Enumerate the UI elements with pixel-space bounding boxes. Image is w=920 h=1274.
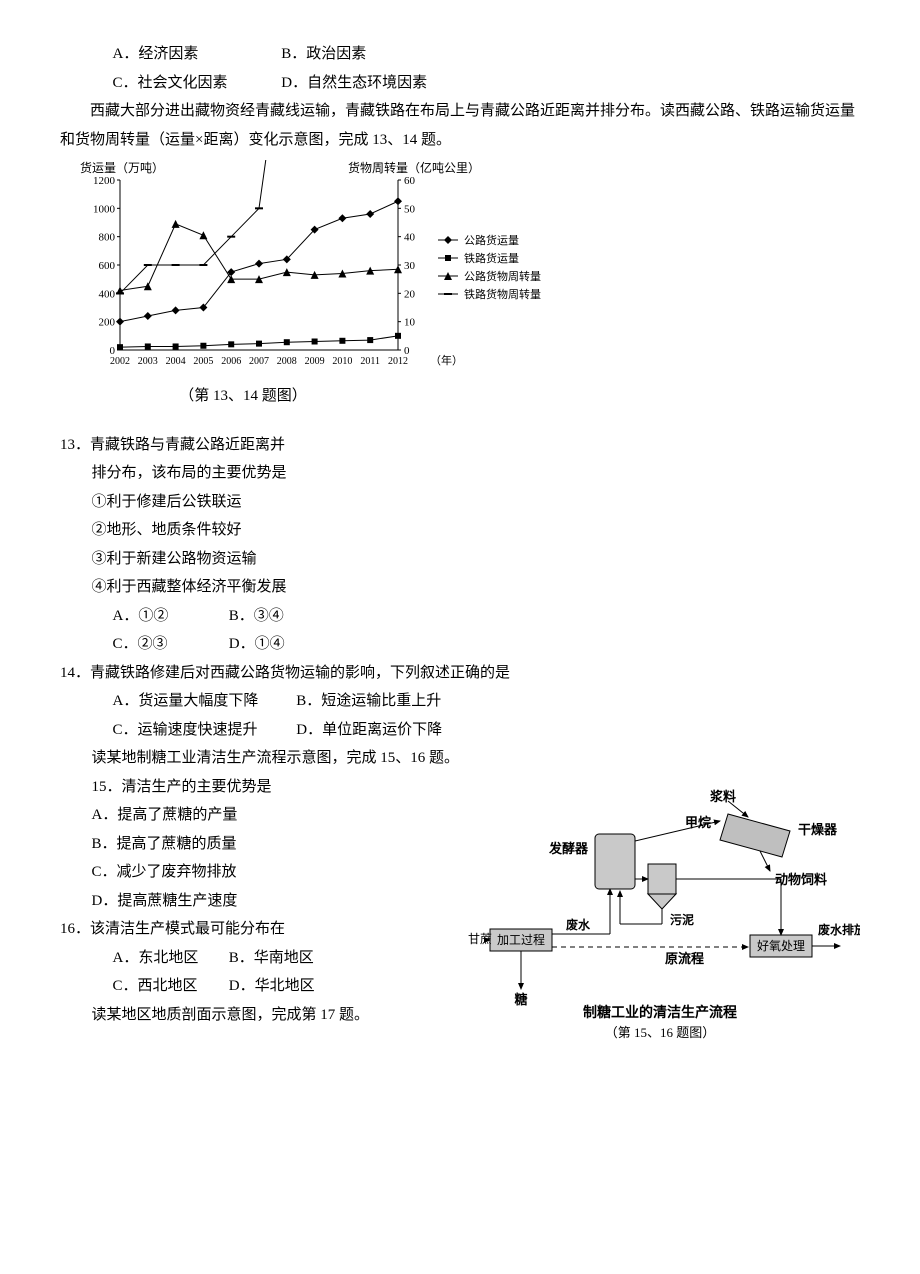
svg-text:公路货运量: 公路货运量 [464, 233, 519, 247]
opt-b: B．政治因素 [281, 40, 446, 69]
q16-b: B．华南地区 [229, 944, 342, 973]
q13-i3: ③利于新建公路物资运输 [60, 545, 860, 574]
q13-a: A．①② [113, 602, 226, 631]
svg-text:40: 40 [404, 232, 416, 244]
svg-text:2004: 2004 [166, 356, 186, 367]
flow-intro: 读某地制糖工业清洁生产流程示意图，完成 15、16 题。 [60, 744, 860, 773]
svg-text:50: 50 [404, 203, 416, 215]
svg-text:甲烷: 甲烷 [685, 815, 711, 830]
svg-text:200: 200 [99, 317, 116, 329]
svg-text:2012: 2012 [388, 356, 408, 367]
svg-text:2010: 2010 [332, 356, 352, 367]
svg-text:1200: 1200 [93, 175, 116, 187]
svg-text:600: 600 [99, 260, 116, 272]
q14-c: C．运输速度快速提升 [113, 716, 293, 745]
q13-line2: 排分布，该布局的主要优势是 [60, 459, 860, 488]
svg-text:60: 60 [404, 175, 416, 187]
svg-text:铁路货物周转量: 铁路货物周转量 [464, 287, 541, 301]
q16-d: D．华北地区 [229, 972, 342, 1001]
flowchart: 加工过程甘蔗糖 废水 发酵器污泥 浆料甲烷 干燥器动物饲料原流程 好氧处理废水排放制糖工业… [460, 779, 860, 1049]
svg-text:废水排放: 废水排放 [818, 922, 860, 937]
svg-text:2006: 2006 [221, 356, 241, 367]
q16-a: A．东北地区 [113, 944, 226, 973]
chart-caption: （第 13、14 题图） [78, 382, 408, 411]
q13-stem: 13．青藏铁路与青藏公路近距离并 [60, 431, 860, 460]
svg-text:动物饲料: 动物饲料 [775, 872, 827, 887]
svg-text:发酵器: 发酵器 [548, 841, 589, 856]
q14-d: D．单位距离运价下降 [296, 716, 476, 745]
svg-text:废水: 废水 [566, 917, 591, 932]
svg-text:甘蔗: 甘蔗 [468, 932, 492, 946]
q13-c: C．②③ [113, 630, 226, 659]
chart-container: 0200400600800100012000102030405060200220… [78, 160, 860, 411]
svg-text:糖: 糖 [514, 992, 527, 1007]
svg-text:800: 800 [99, 232, 116, 244]
svg-text:2002: 2002 [110, 356, 130, 367]
svg-text:干燥器: 干燥器 [798, 822, 838, 837]
flowchart-container: 加工过程甘蔗糖 废水 发酵器污泥 浆料甲烷 干燥器动物饲料原流程 好氧处理废水排放制糖工业… [460, 779, 860, 1049]
svg-text:（第 15、16 题图）: （第 15、16 题图） [605, 1025, 716, 1040]
svg-text:2007: 2007 [249, 356, 269, 367]
q14-b: B．短途运输比重上升 [296, 687, 476, 716]
svg-text:2011: 2011 [360, 356, 380, 367]
q14-stem: 14．青藏铁路修建后对西藏公路货物运输的影响，下列叙述正确的是 [60, 659, 860, 688]
svg-text:铁路货运量: 铁路货运量 [464, 251, 519, 265]
svg-text:制糖工业的清洁生产流程: 制糖工业的清洁生产流程 [583, 1004, 737, 1021]
svg-text:10: 10 [404, 317, 416, 329]
chart-intro-text: 西藏大部分进出藏物资经青藏线运输，青藏铁路在布局上与青藏公路近距离并排分布。读西… [60, 97, 860, 154]
svg-text:2003: 2003 [138, 356, 158, 367]
line-chart: 0200400600800100012000102030405060200220… [78, 160, 548, 380]
q14-a: A．货运量大幅度下降 [113, 687, 293, 716]
q13-i4: ④利于西藏整体经济平衡发展 [60, 573, 860, 602]
svg-text:货物周转量（亿吨公里）: 货物周转量（亿吨公里） [348, 160, 480, 175]
svg-text:浆料: 浆料 [709, 789, 736, 804]
svg-text:污泥: 污泥 [670, 912, 694, 927]
svg-text:公路货物周转量: 公路货物周转量 [464, 269, 541, 283]
svg-text:好氧处理: 好氧处理 [757, 939, 805, 953]
q13-b: B．③④ [229, 602, 342, 631]
q16-c: C．西北地区 [113, 972, 226, 1001]
svg-text:加工过程: 加工过程 [497, 932, 545, 947]
opt-c: C．社会文化因素 [113, 69, 278, 98]
svg-text:货运量（万吨）: 货运量（万吨） [80, 160, 164, 175]
opt-d: D．自然生态环境因素 [281, 69, 446, 98]
q17-intro: 读某地区地质剖面示意图，完成第 17 题。 [60, 1001, 400, 1030]
opt-a: A．经济因素 [113, 40, 278, 69]
svg-text:（年）: （年） [430, 353, 463, 367]
svg-text:20: 20 [404, 288, 416, 300]
q13-d: D．①④ [229, 630, 342, 659]
svg-text:1000: 1000 [93, 203, 116, 215]
svg-text:2005: 2005 [193, 356, 213, 367]
svg-text:2009: 2009 [305, 356, 325, 367]
svg-text:30: 30 [404, 260, 416, 272]
svg-text:2008: 2008 [277, 356, 297, 367]
q13-i2: ②地形、地质条件较好 [60, 516, 860, 545]
svg-text:原流程: 原流程 [665, 951, 704, 966]
svg-text:400: 400 [99, 288, 116, 300]
q13-i1: ①利于修建后公铁联运 [60, 488, 860, 517]
